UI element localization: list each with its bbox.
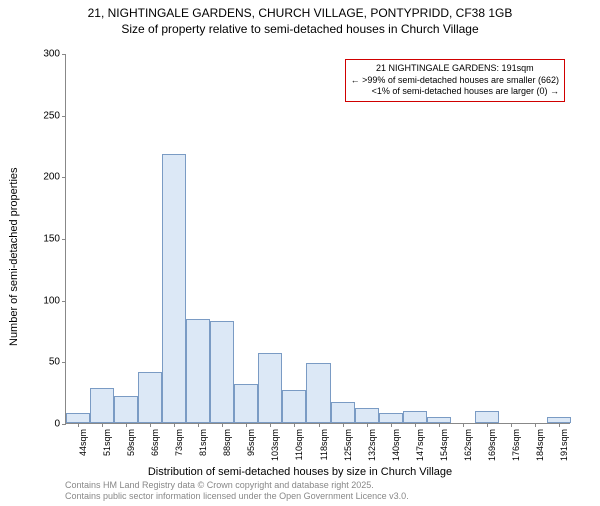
histogram-bar — [90, 388, 114, 423]
histogram-bar — [66, 413, 90, 423]
x-tick-label: 191sqm — [559, 429, 569, 461]
y-axis-label: Number of semi-detached properties — [8, 167, 20, 346]
histogram-bar — [186, 319, 210, 423]
x-tick-mark — [198, 423, 199, 427]
x-tick-mark — [319, 423, 320, 427]
x-tick-mark — [463, 423, 464, 427]
histogram-bar — [475, 411, 499, 423]
x-axis-label: Distribution of semi-detached houses by … — [0, 466, 600, 478]
x-tick-label: 162sqm — [463, 429, 473, 461]
x-tick-label: 51sqm — [102, 429, 112, 456]
annotation-box: 21 NIGHTINGALE GARDENS: 191sqm ← >99% of… — [345, 59, 565, 102]
footer-line2: Contains public sector information licen… — [65, 491, 409, 502]
annotation-line2: ← >99% of semi-detached houses are small… — [351, 75, 559, 87]
x-tick-mark — [102, 423, 103, 427]
histogram-bar — [258, 353, 282, 423]
y-tick-mark — [62, 301, 66, 302]
x-tick-label: 59sqm — [126, 429, 136, 456]
x-tick-label: 73sqm — [174, 429, 184, 456]
x-tick-label: 103sqm — [270, 429, 280, 461]
y-tick-mark — [62, 239, 66, 240]
x-tick-label: 169sqm — [487, 429, 497, 461]
x-tick-mark — [367, 423, 368, 427]
histogram-bar — [306, 363, 330, 423]
x-tick-mark — [150, 423, 151, 427]
histogram-bar — [331, 402, 355, 423]
x-tick-mark — [439, 423, 440, 427]
x-tick-mark — [174, 423, 175, 427]
y-tick-mark — [62, 116, 66, 117]
x-tick-mark — [415, 423, 416, 427]
footer-line1: Contains HM Land Registry data © Crown c… — [65, 480, 409, 491]
x-tick-mark — [222, 423, 223, 427]
annotation-line1: 21 NIGHTINGALE GARDENS: 191sqm — [351, 63, 559, 75]
histogram-bar — [403, 411, 427, 423]
chart-title-line1: 21, NIGHTINGALE GARDENS, CHURCH VILLAGE,… — [0, 6, 600, 20]
histogram-bar — [355, 408, 379, 423]
y-tick-mark — [62, 177, 66, 178]
x-tick-label: 125sqm — [343, 429, 353, 461]
x-tick-mark — [487, 423, 488, 427]
x-tick-label: 176sqm — [511, 429, 521, 461]
y-tick-mark — [62, 424, 66, 425]
histogram-bar — [282, 390, 306, 423]
x-tick-mark — [535, 423, 536, 427]
x-tick-mark — [294, 423, 295, 427]
y-tick-mark — [62, 54, 66, 55]
x-tick-label: 88sqm — [222, 429, 232, 456]
x-tick-mark — [559, 423, 560, 427]
x-tick-mark — [78, 423, 79, 427]
x-tick-label: 95sqm — [246, 429, 256, 456]
histogram-bar — [210, 321, 234, 423]
x-tick-label: 184sqm — [535, 429, 545, 461]
x-tick-label: 66sqm — [150, 429, 160, 456]
chart-title-line2: Size of property relative to semi-detach… — [0, 22, 600, 36]
x-tick-mark — [511, 423, 512, 427]
x-tick-label: 147sqm — [415, 429, 425, 461]
x-tick-mark — [270, 423, 271, 427]
x-tick-mark — [246, 423, 247, 427]
x-tick-mark — [343, 423, 344, 427]
annotation-line3: <1% of semi-detached houses are larger (… — [351, 86, 559, 98]
x-tick-mark — [126, 423, 127, 427]
x-tick-label: 140sqm — [391, 429, 401, 461]
x-tick-label: 110sqm — [294, 429, 304, 460]
x-tick-label: 132sqm — [367, 429, 377, 461]
y-tick-mark — [62, 362, 66, 363]
footer-attribution: Contains HM Land Registry data © Crown c… — [65, 480, 409, 502]
histogram-bar — [162, 154, 186, 423]
histogram-bar — [234, 384, 258, 423]
histogram-bar — [138, 372, 162, 423]
histogram-bar — [114, 396, 138, 423]
chart-plot-area: 21 NIGHTINGALE GARDENS: 191sqm ← >99% of… — [65, 54, 570, 424]
x-tick-label: 118sqm — [319, 429, 329, 460]
x-tick-label: 154sqm — [439, 429, 449, 461]
x-tick-mark — [391, 423, 392, 427]
x-tick-label: 44sqm — [78, 429, 88, 456]
x-tick-label: 81sqm — [198, 429, 208, 456]
histogram-bar — [379, 413, 403, 423]
